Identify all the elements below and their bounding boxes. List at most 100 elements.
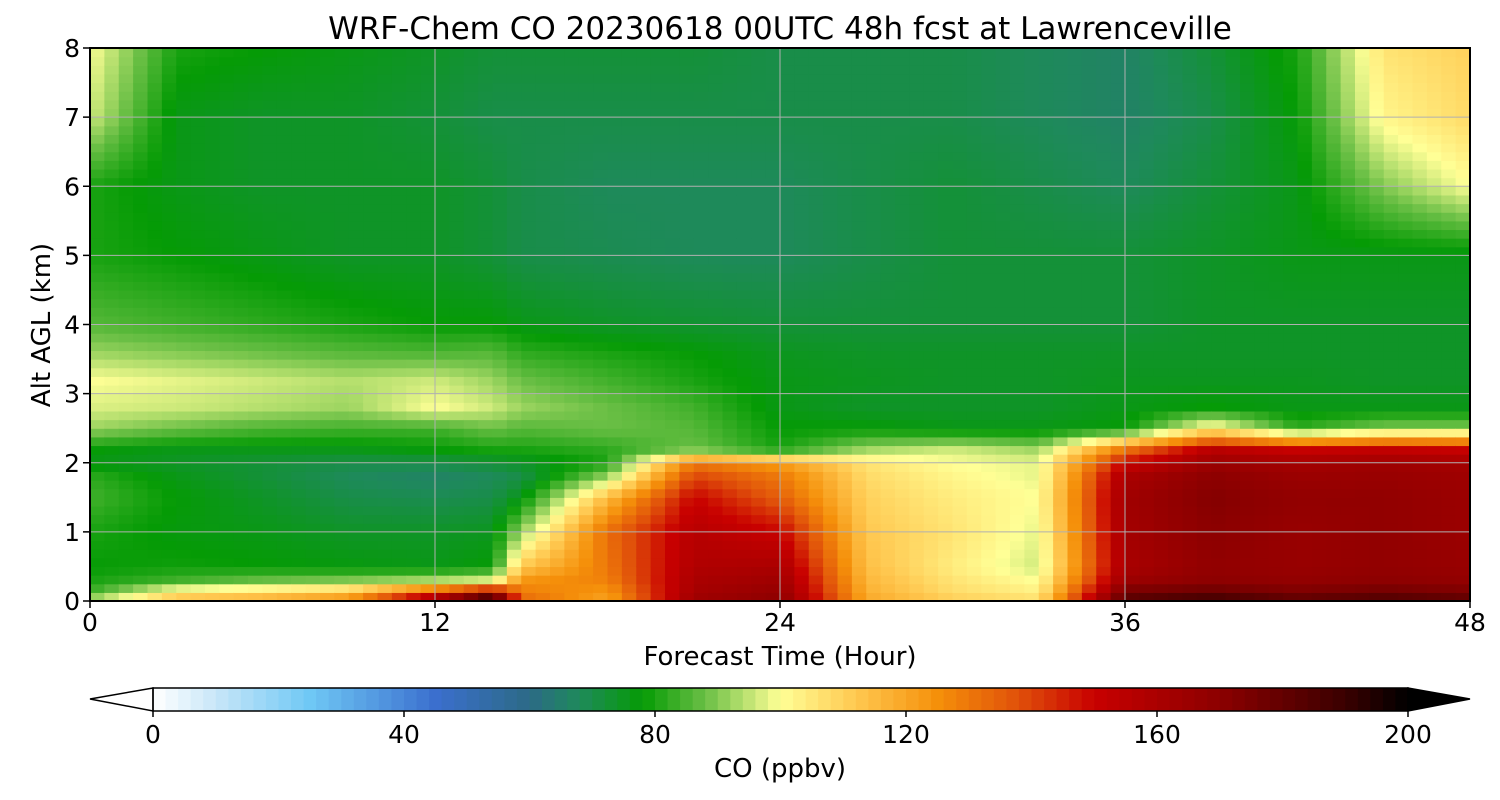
heatmap-cell — [492, 246, 508, 256]
heatmap-cell — [981, 220, 997, 231]
heatmap-cell — [923, 462, 939, 472]
heatmap-cell — [190, 402, 206, 412]
heatmap-cell — [938, 238, 954, 248]
heatmap-cell — [133, 531, 149, 542]
heatmap-cell — [736, 264, 752, 274]
heatmap-cell — [636, 264, 652, 274]
heatmap-cell — [751, 367, 767, 377]
heatmap-cell — [1081, 186, 1097, 196]
heatmap-cell — [866, 384, 882, 395]
heatmap-cell — [435, 48, 450, 58]
heatmap-cell — [621, 592, 637, 602]
heatmap-cell — [104, 376, 120, 386]
heatmap-cell — [133, 583, 149, 593]
heatmap-cell — [966, 566, 982, 576]
heatmap-cell — [1067, 575, 1083, 585]
heatmap-cell — [147, 376, 163, 386]
heatmap-cell — [722, 307, 738, 317]
heatmap-cell — [780, 324, 795, 334]
heatmap-cell — [521, 73, 537, 84]
heatmap-cell — [377, 220, 393, 231]
heatmap-cell — [966, 445, 982, 455]
heatmap-cell — [190, 212, 206, 222]
heatmap-cell — [1096, 480, 1112, 490]
heatmap-cell — [334, 549, 350, 559]
heatmap-cell — [348, 82, 364, 92]
heatmap-cell — [866, 151, 882, 161]
heatmap-cell — [1153, 488, 1169, 498]
heatmap-cell — [1038, 566, 1054, 576]
heatmap-cell — [406, 549, 422, 559]
heatmap-cell — [578, 229, 594, 239]
heatmap-cell — [1024, 428, 1040, 438]
heatmap-cell — [780, 488, 795, 498]
heatmap-cell — [233, 220, 249, 231]
heatmap-cell — [90, 540, 105, 550]
heatmap-cell — [780, 177, 795, 187]
heatmap-cell — [1096, 575, 1112, 585]
heatmap-cell — [1182, 125, 1198, 136]
heatmap-cell — [1196, 56, 1212, 66]
heatmap-cell — [866, 298, 882, 308]
heatmap-cell — [320, 333, 335, 343]
heatmap-cell — [578, 350, 594, 360]
heatmap-cell — [104, 454, 120, 464]
heatmap-cell — [751, 462, 767, 472]
heatmap-cell — [938, 549, 954, 559]
heatmap-cell — [506, 73, 522, 84]
heatmap-cell — [693, 281, 709, 291]
heatmap-cell — [1024, 566, 1040, 576]
heatmap-cell — [679, 272, 695, 282]
heatmap-cell — [435, 523, 450, 533]
heatmap-cell — [966, 117, 982, 127]
heatmap-cell — [320, 99, 335, 110]
heatmap-cell — [363, 419, 379, 429]
heatmap-cell — [621, 549, 637, 559]
heatmap-cell — [765, 117, 781, 127]
heatmap-cell — [765, 186, 781, 196]
heatmap-cell — [851, 220, 867, 231]
heatmap-cell — [851, 143, 867, 153]
heatmap-cell — [607, 238, 623, 248]
heatmap-cell — [1182, 566, 1198, 576]
heatmap-cell — [1096, 436, 1112, 447]
heatmap-cell — [952, 246, 968, 256]
heatmap-cell — [248, 91, 264, 101]
heatmap-cell — [1153, 117, 1169, 127]
heatmap-cell — [1153, 549, 1169, 559]
heatmap-cell — [262, 410, 278, 421]
heatmap-cell — [1038, 134, 1054, 144]
heatmap-cell — [391, 48, 407, 58]
heatmap-cell — [305, 359, 321, 369]
heatmap-cell — [751, 56, 767, 66]
heatmap-cell — [291, 99, 307, 110]
heatmap-cell — [147, 186, 163, 196]
heatmap-cell — [621, 56, 637, 66]
heatmap-cell — [895, 402, 910, 412]
heatmap-cell — [1153, 229, 1169, 239]
heatmap-cell — [650, 160, 666, 170]
heatmap-cell — [90, 177, 105, 187]
heatmap-cell — [1153, 505, 1169, 516]
heatmap-cell — [1096, 307, 1112, 317]
heatmap-cell — [794, 402, 810, 412]
heatmap-cell — [966, 376, 982, 386]
heatmap-cell — [1182, 220, 1198, 231]
heatmap-cell — [607, 298, 623, 308]
heatmap-cell — [837, 289, 853, 300]
heatmap-cell — [305, 488, 321, 498]
heatmap-cell — [981, 160, 997, 170]
heatmap-cell — [981, 505, 997, 516]
heatmap-cell — [118, 160, 134, 170]
heatmap-cell — [550, 566, 565, 576]
heatmap-cell — [765, 65, 781, 75]
heatmap-cell — [1125, 488, 1140, 498]
heatmap-cell — [1024, 186, 1040, 196]
heatmap-cell — [995, 82, 1011, 92]
heatmap-cell — [665, 73, 680, 84]
heatmap-cell — [823, 419, 839, 429]
heatmap-cell — [248, 350, 264, 360]
heatmap-cell — [851, 238, 867, 248]
heatmap-cell — [578, 514, 594, 524]
heatmap-cell — [1182, 410, 1198, 421]
